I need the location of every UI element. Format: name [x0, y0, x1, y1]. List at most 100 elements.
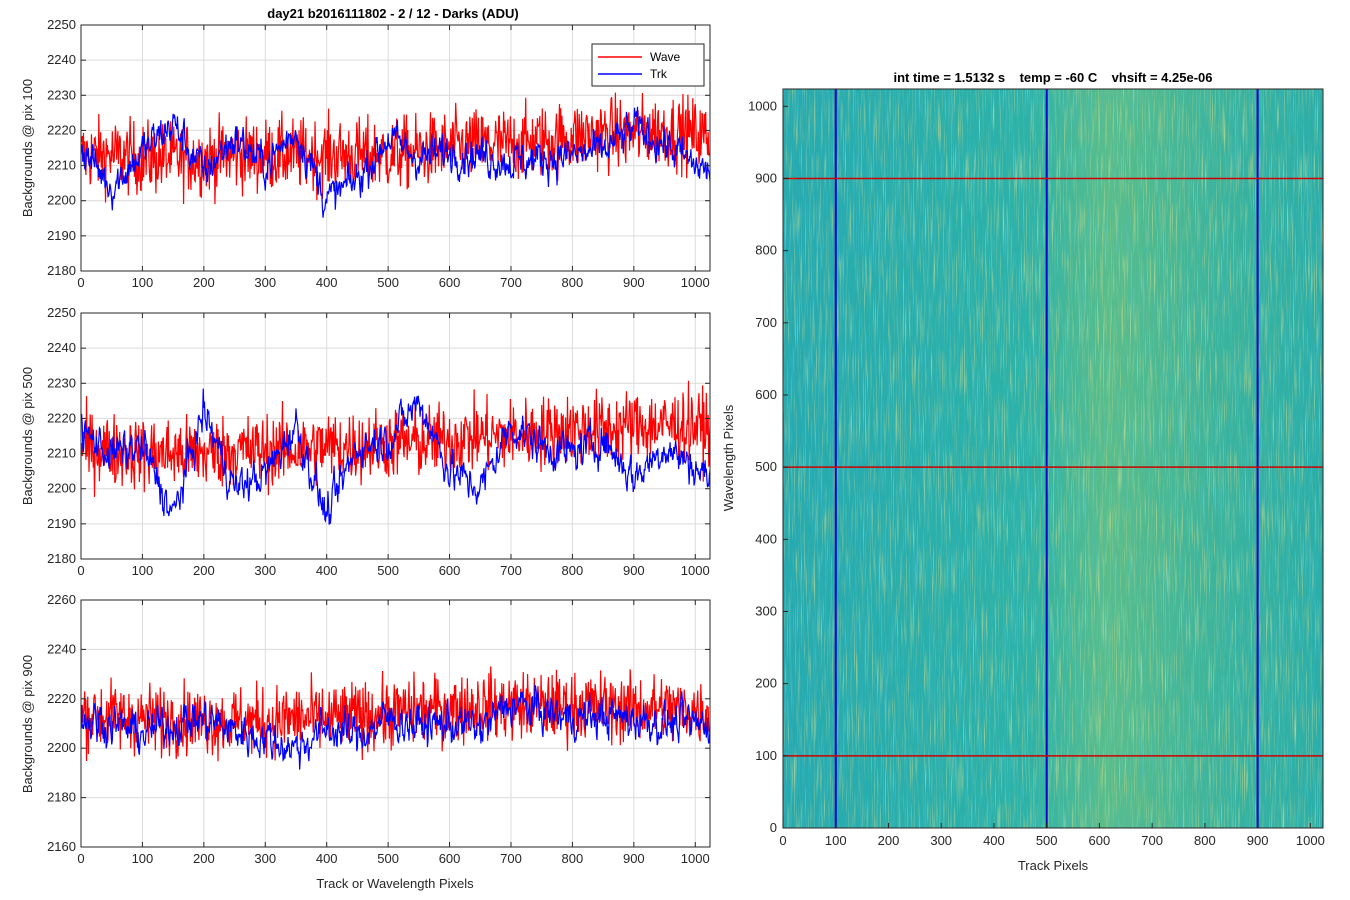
x-tick-label: 600 — [439, 563, 461, 578]
legend-label-wave: Wave — [650, 50, 681, 64]
x-tick-label: 800 — [562, 851, 584, 866]
y-tick-label: 2220 — [47, 122, 76, 137]
heatmap-x-tick-label: 900 — [1247, 833, 1269, 848]
axes-box — [80, 599, 711, 848]
heatmap-x-tick-label: 400 — [983, 833, 1005, 848]
heatmap-y-tick-label: 700 — [755, 315, 777, 330]
heatmap-y-label: Wavelength Pixels — [721, 404, 736, 511]
series-line-trk — [81, 683, 710, 770]
legend-label-trk: Trk — [650, 67, 668, 81]
y-tick-label: 2200 — [47, 193, 76, 208]
x-tick-label: 400 — [316, 851, 338, 866]
y-axis-label-pix100: Backgrounds @ pix 100 — [20, 79, 35, 217]
heatmap-y-tick-label: 400 — [755, 531, 777, 546]
heatmap-y-tick-label: 200 — [755, 676, 777, 691]
x-tick-label: 500 — [377, 563, 399, 578]
x-tick-label: 900 — [623, 275, 645, 290]
series-line-wave — [81, 666, 710, 762]
series-line-trk — [81, 388, 710, 525]
x-tick-label: 0 — [77, 563, 84, 578]
y-tick-label: 2230 — [47, 87, 76, 102]
x-tick-label: 700 — [500, 563, 522, 578]
heatmap-box — [782, 88, 1324, 829]
y-tick-label: 2210 — [47, 158, 76, 173]
y-tick-label: 2210 — [47, 446, 76, 461]
x-tick-label: 100 — [132, 563, 154, 578]
x-axis-label-bottom: Track or Wavelength Pixels — [316, 876, 474, 891]
heatmap-x-tick-label: 200 — [878, 833, 900, 848]
y-tick-label: 2220 — [47, 410, 76, 425]
heatmap-x-tick-label: 600 — [1089, 833, 1111, 848]
y-tick-label: 2190 — [47, 516, 76, 531]
heatmap-axes: 0 100 200 300 400 500 600 700 800 900 1000 0 100 200 3… — [748, 88, 1325, 848]
heatmap-y-tick-label: 1000 — [748, 98, 777, 113]
heatmap-texture-yellow — [783, 89, 1323, 828]
heatmap-x-tick-label: 300 — [930, 833, 952, 848]
heatmap-x-tick-label: 1000 — [1296, 833, 1325, 848]
series-line-trk — [81, 106, 710, 218]
heatmap-x-tick-label: 100 — [825, 833, 847, 848]
x-tick-label: 300 — [254, 563, 276, 578]
x-tick-label: 1000 — [681, 851, 710, 866]
series-line-wave — [81, 380, 710, 497]
heatmap-y-tick-label: 100 — [755, 748, 777, 763]
y-tick-label: 2180 — [47, 551, 76, 566]
x-tick-label: 100 — [132, 275, 154, 290]
x-tick-label: 200 — [193, 851, 215, 866]
x-tick-label: 200 — [193, 563, 215, 578]
x-tick-label: 0 — [77, 851, 84, 866]
y-tick-label: 2230 — [47, 375, 76, 390]
y-tick-label: 2180 — [47, 790, 76, 805]
heatmap-y-tick-label: 500 — [755, 459, 777, 474]
heatmap-x-tick-label: 0 — [779, 833, 786, 848]
x-tick-label: 100 — [132, 851, 154, 866]
heatmap-y-tick-label: 0 — [770, 820, 777, 835]
x-tick-label: 700 — [500, 851, 522, 866]
x-tick-label: 0 — [77, 275, 84, 290]
series-line-wave — [81, 92, 710, 205]
heatmap-y-tick-label: 900 — [755, 170, 777, 185]
y-tick-label: 2190 — [47, 228, 76, 243]
legend: Wave Trk — [591, 43, 705, 87]
y-tick-label: 2250 — [47, 305, 76, 320]
x-tick-label: 600 — [439, 275, 461, 290]
y-axis-label-pix500: Backgrounds @ pix 500 — [20, 367, 35, 505]
heatmap-y-tick-label: 800 — [755, 243, 777, 258]
x-tick-label: 700 — [500, 275, 522, 290]
x-tick-label: 800 — [562, 563, 584, 578]
heatmap-y-tick-label: 600 — [755, 387, 777, 402]
heatmap-x-tick-label: 700 — [1141, 833, 1163, 848]
line-panel-2: 0 100 200 300 400 500 600 700 800 900 1000 2180 2190… — [47, 305, 711, 578]
legend-box — [591, 43, 705, 87]
heatmap-x-tick-label: 500 — [1036, 833, 1058, 848]
x-tick-label: 500 — [377, 851, 399, 866]
x-tick-label: 900 — [623, 563, 645, 578]
x-tick-label: 500 — [377, 275, 399, 290]
y-tick-label: 2250 — [47, 17, 76, 32]
heatmap-title: int time = 1.5132 s temp = -60 C vhsift … — [893, 70, 1212, 85]
y-tick-label: 2160 — [47, 839, 76, 854]
x-tick-label: 1000 — [681, 275, 710, 290]
x-tick-label: 200 — [193, 275, 215, 290]
axes-box — [80, 24, 711, 272]
line-panel-3: 0 100 200 300 400 500 600 700 800 900 1000 2160 2180… — [47, 592, 711, 866]
x-tick-label: 300 — [254, 275, 276, 290]
y-tick-label: 2200 — [47, 740, 76, 755]
heatmap-x-label: Track Pixels — [1018, 858, 1089, 873]
x-tick-label: 400 — [316, 563, 338, 578]
y-tick-label: 2240 — [47, 340, 76, 355]
x-tick-label: 300 — [254, 851, 276, 866]
y-tick-label: 2200 — [47, 481, 76, 496]
x-tick-label: 400 — [316, 275, 338, 290]
x-tick-label: 1000 — [681, 563, 710, 578]
y-tick-label: 2260 — [47, 592, 76, 607]
x-tick-label: 800 — [562, 275, 584, 290]
line-panel-1: 0 100 200 300 400 500 600 700 800 900 1000 2180 2190… — [47, 17, 711, 290]
heatmap-x-tick-label: 800 — [1194, 833, 1216, 848]
y-tick-label: 2220 — [47, 691, 76, 706]
x-tick-label: 600 — [439, 851, 461, 866]
axes-box — [80, 312, 711, 560]
y-tick-label: 2240 — [47, 641, 76, 656]
y-tick-label: 2180 — [47, 263, 76, 278]
